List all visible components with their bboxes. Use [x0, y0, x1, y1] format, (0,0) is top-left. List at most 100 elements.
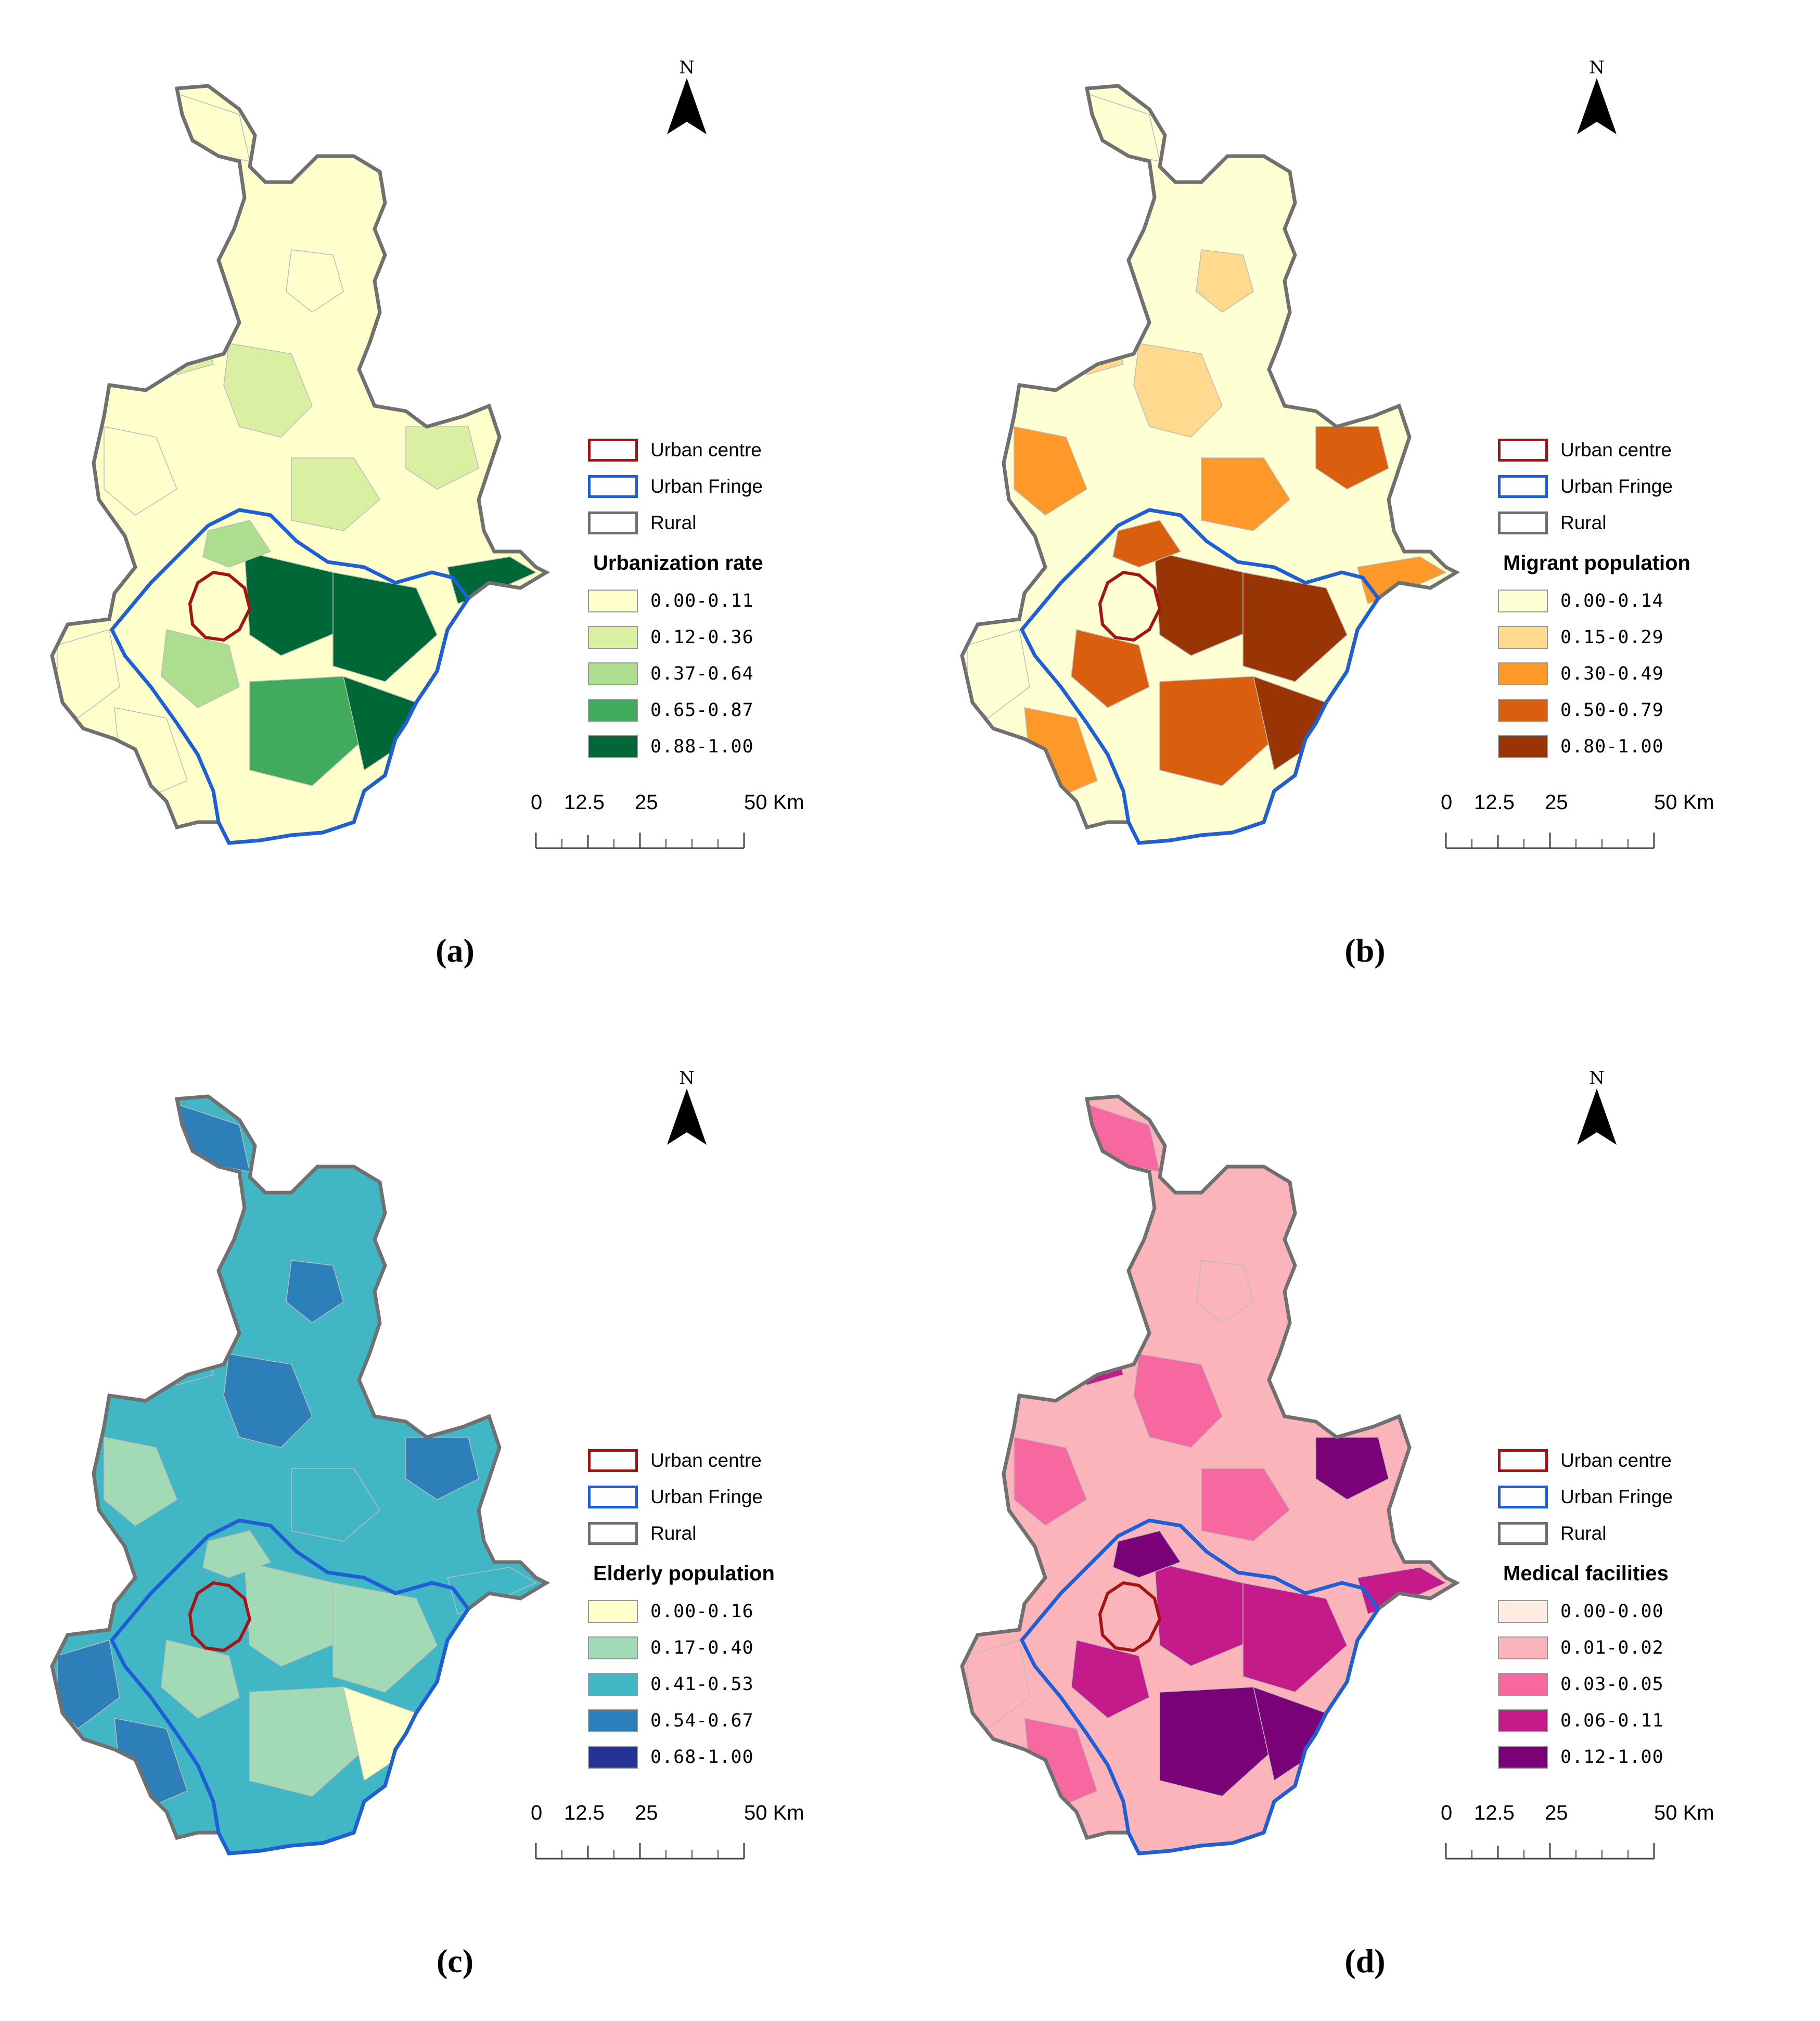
map-zone [405, 1437, 479, 1500]
class-swatch [1498, 1673, 1548, 1696]
legend-label: Urban Fringe [650, 1486, 763, 1507]
legend-class-row: 0.03-0.05 [1498, 1666, 1758, 1703]
urban-centre-boundary [188, 570, 252, 642]
legend-item-urban-fringe: Urban Fringe [1498, 468, 1758, 505]
map-zone [1201, 1468, 1290, 1542]
class-swatch [588, 1636, 638, 1659]
urban-fringe-boundary [1019, 508, 1381, 845]
class-label: 0.17-0.40 [650, 1638, 754, 1658]
legend-label: Urban centre [1560, 1450, 1672, 1471]
map-zone [202, 1530, 272, 1578]
legend-item-urban-centre: Urban centre [1498, 432, 1758, 468]
legend-label: Urban centre [650, 439, 762, 461]
scale-bar: 0 12.5 25 50 Km [1441, 1801, 1732, 1864]
scale-bar-ruler [535, 833, 745, 849]
urban-centre-swatch [1498, 439, 1548, 462]
legend-class-row: 0.37-0.64 [588, 656, 848, 692]
urban-centre-swatch [588, 439, 638, 462]
class-label: 0.01-0.02 [1560, 1638, 1664, 1658]
urban-fringe-boundary [109, 508, 471, 845]
scale-label-12-5: 12.5 [1474, 1801, 1515, 1824]
map-zone [342, 1686, 417, 1782]
legend-title: Elderly population [593, 1562, 775, 1585]
legend-class-row: 0.00-0.14 [1498, 583, 1758, 619]
class-swatch [588, 1746, 638, 1769]
scale-bar-ruler [1445, 1843, 1655, 1860]
map-zone [447, 1567, 537, 1615]
legend-item-urban-centre: Urban centre [588, 1442, 848, 1479]
map-zone [1357, 556, 1447, 604]
urban-centre-boundary [188, 1581, 252, 1653]
map-zone [1133, 1353, 1223, 1448]
legend-item-rural: Rural [1498, 505, 1758, 541]
map-zone [342, 675, 417, 771]
class-label: 0.00-0.00 [1560, 1601, 1664, 1622]
class-swatch [588, 626, 638, 649]
legend-label: Rural [650, 512, 697, 533]
map-zone [249, 1686, 365, 1797]
legend-class-row: 0.06-0.11 [1498, 1703, 1758, 1739]
map-zone [1196, 1260, 1254, 1323]
class-swatch [1498, 1636, 1548, 1659]
legend-class-row: 0.12-0.36 [588, 619, 848, 656]
north-letter: N [679, 1068, 695, 1089]
north-arrow-icon [667, 1089, 707, 1145]
north-letter: N [1589, 57, 1605, 78]
scale-label-0: 0 [531, 1801, 543, 1824]
scale-label-25: 25 [1545, 1801, 1568, 1824]
scale-label-25: 25 [635, 791, 658, 814]
scale-bar-ruler [1445, 833, 1655, 849]
map-zone [286, 249, 344, 313]
class-swatch [588, 662, 638, 685]
legend-class-row: 0.15-0.29 [1498, 619, 1758, 656]
class-label: 0.88-1.00 [650, 736, 754, 757]
legend: Urban centre Urban Fringe Rural Migrant … [1498, 432, 1758, 765]
north-arrow: N [656, 1068, 718, 1148]
urban-fringe-swatch [588, 1486, 638, 1508]
class-swatch [1498, 626, 1548, 649]
legend-class-row: 0.41-0.53 [588, 1666, 848, 1703]
urban-fringe-swatch [1498, 1486, 1548, 1508]
legend-item-rural: Rural [588, 505, 848, 541]
map-zone [1112, 520, 1182, 568]
class-swatch [1498, 699, 1548, 722]
class-label: 0.41-0.53 [650, 1674, 754, 1695]
class-label: 0.03-0.05 [1560, 1674, 1664, 1695]
legend: Urban centre Urban Fringe Rural Urbaniza… [588, 432, 848, 765]
map-zone [332, 572, 438, 682]
class-swatch [588, 699, 638, 722]
legend-label: Urban Fringe [1560, 476, 1673, 497]
north-letter: N [679, 57, 695, 78]
legend-class-row: 0.30-0.49 [1498, 656, 1758, 692]
map-zone [161, 1333, 214, 1386]
class-swatch [588, 1709, 638, 1732]
class-label: 0.12-1.00 [1560, 1747, 1664, 1768]
scale-label-0: 0 [531, 791, 543, 814]
north-arrow: N [1566, 57, 1628, 138]
legend-item-urban-fringe: Urban Fringe [1498, 1479, 1758, 1515]
legend-title: Migrant population [1503, 552, 1690, 574]
class-label: 0.80-1.00 [1560, 736, 1664, 757]
legend-item-rural: Rural [588, 1515, 848, 1552]
urban-fringe-swatch [1498, 475, 1548, 498]
map-zone [202, 520, 272, 568]
map-zone [1071, 322, 1124, 375]
map-panel-d: N Urban centre Urban Fringe Rural Medica… [910, 1010, 1820, 2021]
class-label: 0.06-0.11 [1560, 1710, 1664, 1731]
scale-label-12-5: 12.5 [564, 791, 605, 814]
legend-item-urban-centre: Urban centre [1498, 1442, 1758, 1479]
map-zone [1242, 572, 1348, 682]
rural-swatch [588, 1522, 638, 1545]
class-swatch [1498, 590, 1548, 612]
legend: Urban centre Urban Fringe Rural Elderly … [588, 1442, 848, 1775]
scale-label-25: 25 [1545, 791, 1568, 814]
class-swatch [588, 590, 638, 612]
map-zone [1014, 426, 1087, 516]
choropleth-map [960, 84, 1460, 845]
class-swatch [1498, 1746, 1548, 1769]
map-zone [244, 1562, 344, 1667]
panel-caption: (c) [436, 1942, 474, 1979]
map-zone [104, 426, 177, 516]
scale-label-0: 0 [1441, 1801, 1453, 1824]
rural-swatch [1498, 1522, 1548, 1545]
